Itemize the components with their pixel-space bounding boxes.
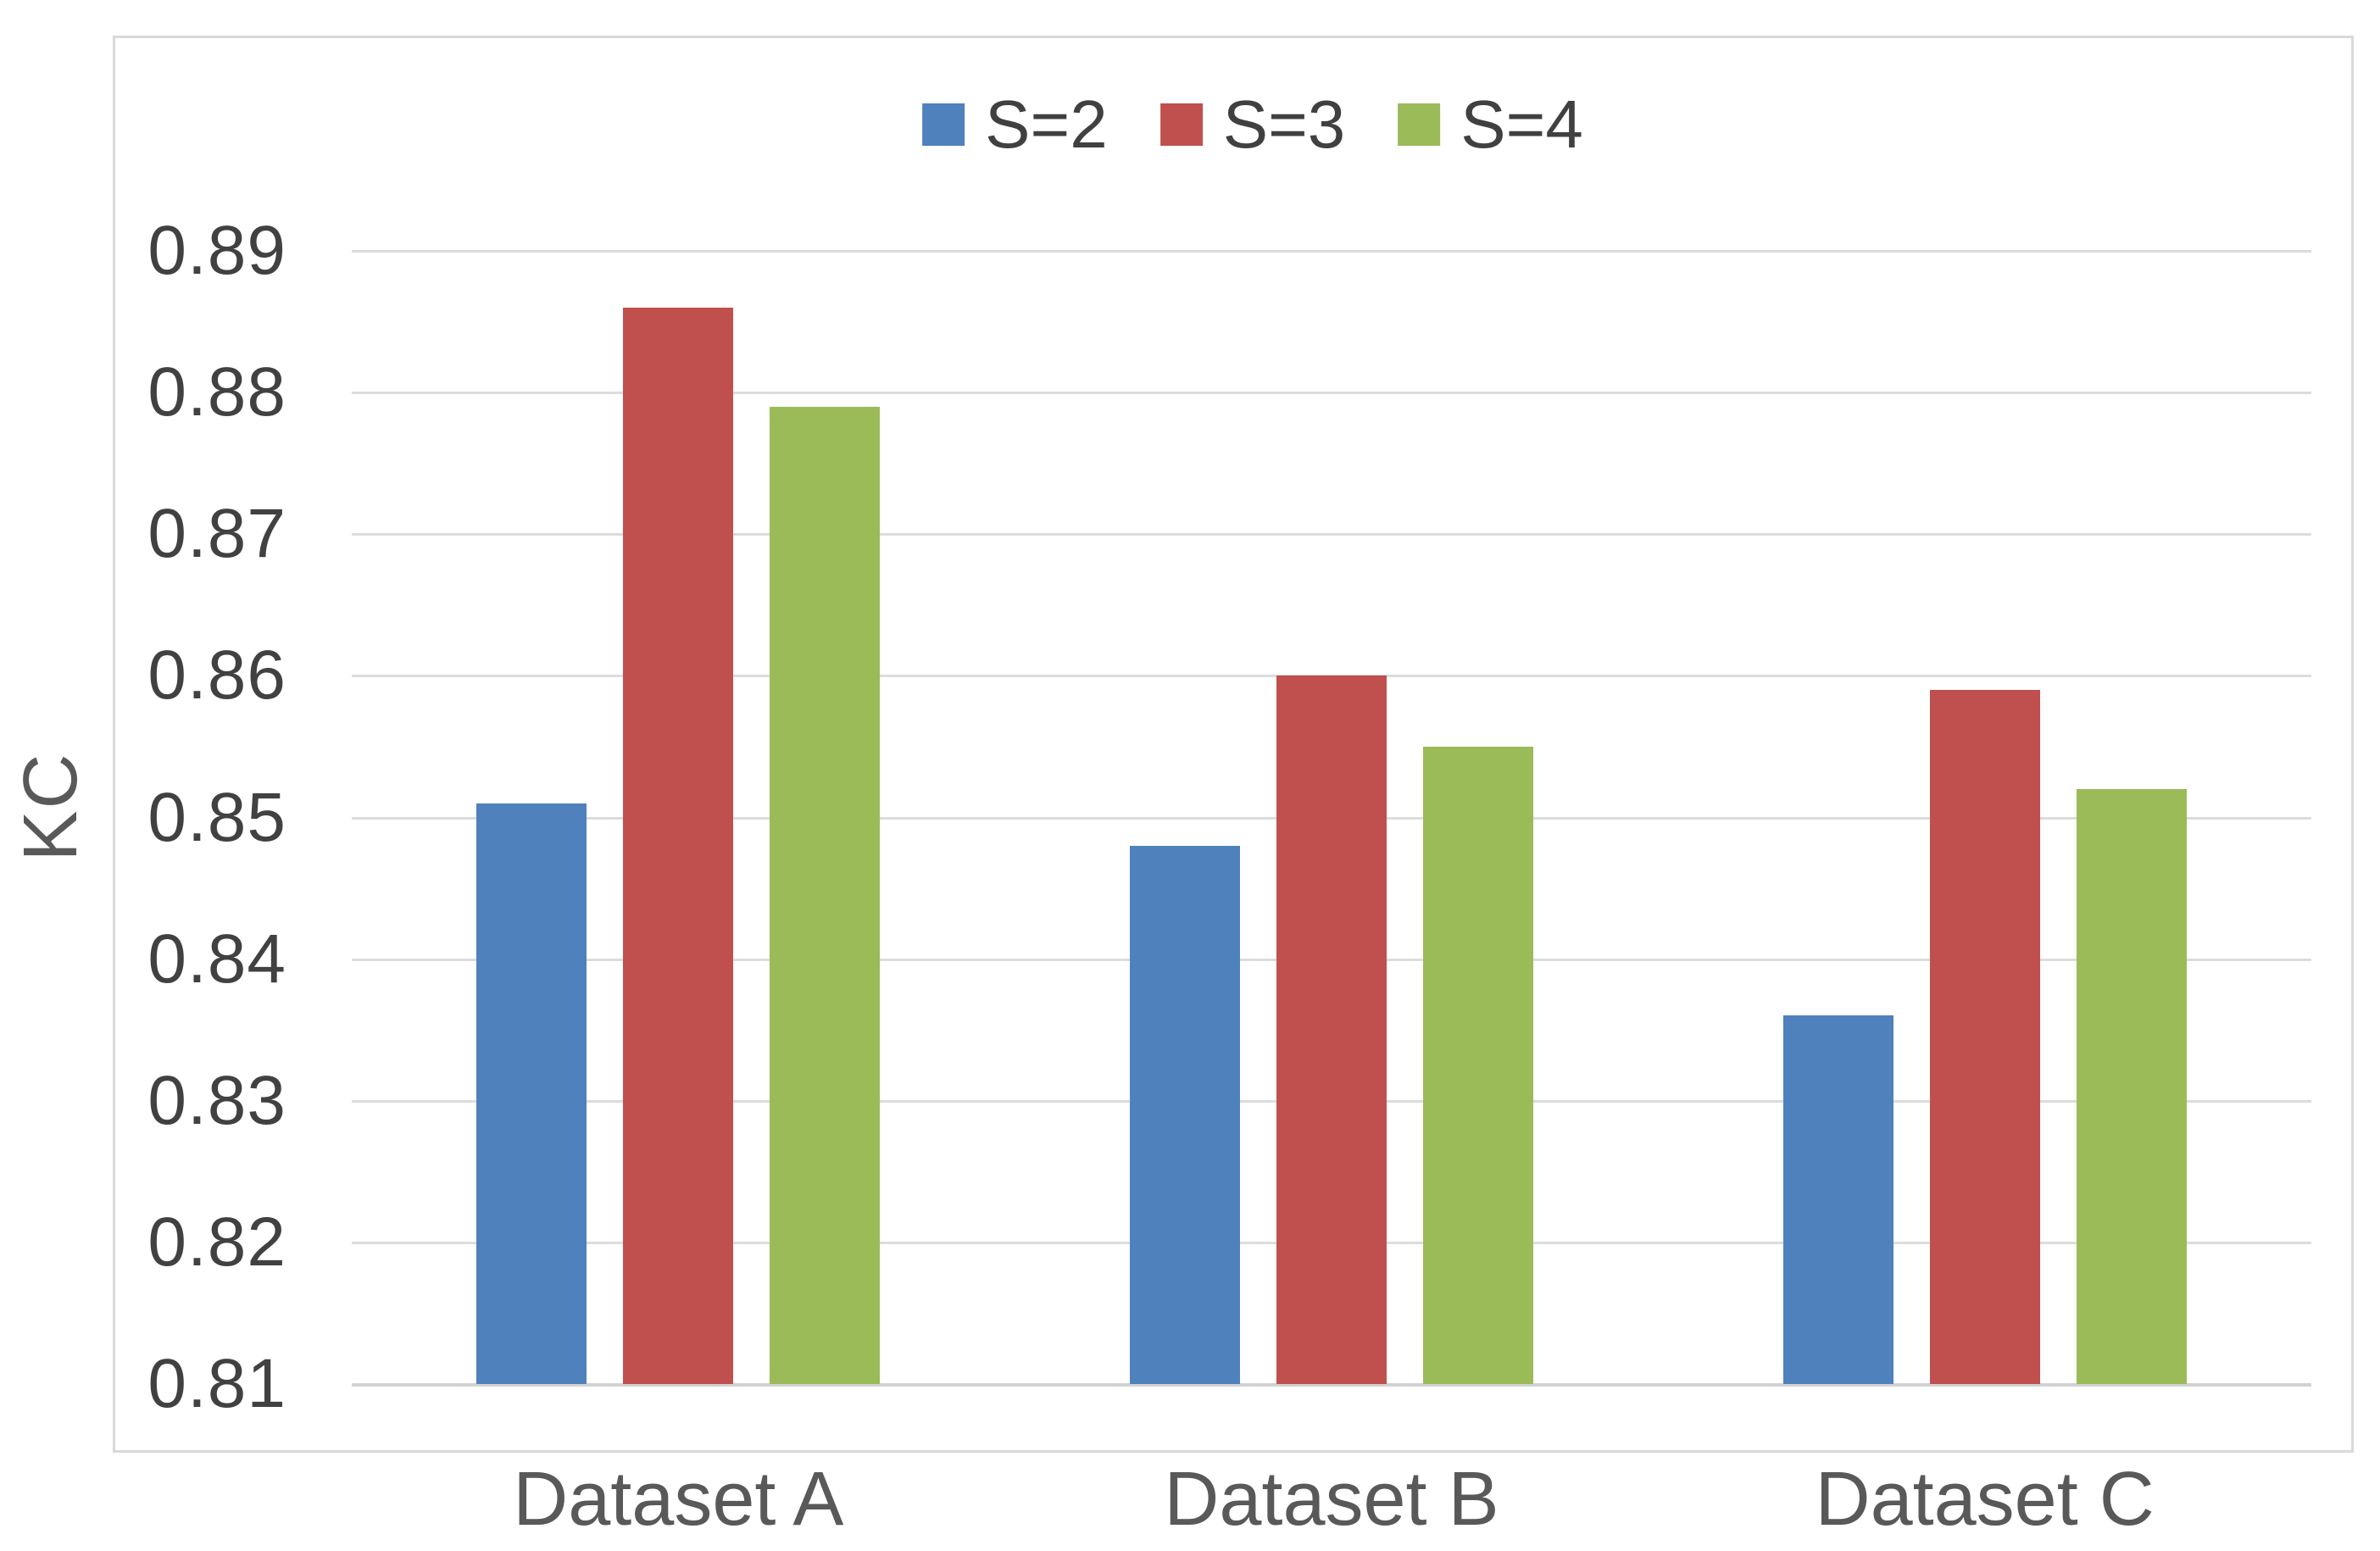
y-tick-label: 0.89 bbox=[147, 212, 286, 289]
x-axis-line bbox=[352, 1383, 2311, 1387]
y-tick-label: 0.84 bbox=[147, 920, 286, 998]
y-tick-label: 0.85 bbox=[147, 778, 286, 856]
bar-dataset-a-s4 bbox=[770, 407, 880, 1384]
bar-dataset-c-s2 bbox=[1783, 1015, 1893, 1384]
bar-dataset-a-s2 bbox=[476, 803, 587, 1384]
legend-swatch-icon bbox=[1159, 103, 1203, 146]
x-axis-label-dataset-b: Dataset B bbox=[1164, 1457, 1499, 1542]
plot-area bbox=[352, 250, 2311, 1387]
legend-label: S=2 bbox=[985, 86, 1108, 162]
bar-dataset-b-s4 bbox=[1423, 747, 1533, 1384]
legend-swatch-icon bbox=[1398, 103, 1441, 146]
legend-item-s2: S=2 bbox=[922, 91, 1108, 158]
y-tick-label: 0.81 bbox=[147, 1345, 286, 1422]
bar-dataset-b-s2 bbox=[1130, 846, 1240, 1384]
legend-label: S=4 bbox=[1460, 86, 1583, 162]
y-tick-label: 0.83 bbox=[147, 1061, 286, 1139]
y-tick-label: 0.86 bbox=[147, 637, 286, 714]
y-tick-label: 0.87 bbox=[147, 495, 286, 573]
bar-dataset-c-s4 bbox=[2077, 789, 2187, 1384]
gridline bbox=[352, 392, 2311, 395]
legend: S=2 S=3 S=4 bbox=[922, 91, 1583, 158]
bar-dataset-c-s3 bbox=[1930, 690, 2040, 1384]
gridline bbox=[352, 533, 2311, 536]
bar-dataset-a-s3 bbox=[623, 308, 733, 1384]
x-axis-label-dataset-c: Dataset C bbox=[1815, 1457, 2155, 1542]
x-axis-label-dataset-a: Dataset A bbox=[513, 1457, 844, 1542]
legend-label: S=3 bbox=[1222, 86, 1346, 162]
y-tick-label: 0.82 bbox=[147, 1203, 286, 1281]
legend-item-s4: S=4 bbox=[1398, 91, 1583, 158]
legend-item-s3: S=3 bbox=[1159, 86, 1346, 162]
y-tick-label: 0.88 bbox=[147, 353, 286, 431]
bar-dataset-b-s3 bbox=[1276, 675, 1387, 1384]
gridline bbox=[352, 250, 2311, 253]
legend-swatch-icon bbox=[922, 103, 965, 146]
